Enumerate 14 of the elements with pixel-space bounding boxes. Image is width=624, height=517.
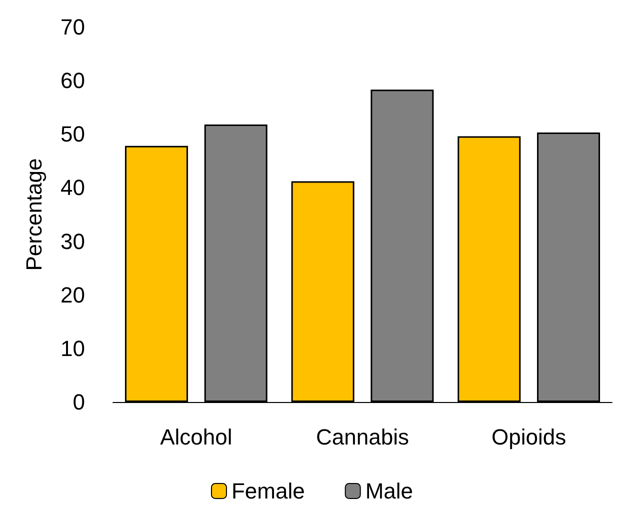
y-tick-label: 30 bbox=[60, 228, 85, 254]
y-tick-label: 50 bbox=[60, 122, 85, 147]
y-tick-label: 60 bbox=[60, 68, 85, 94]
x-tick-label: Alcohol bbox=[160, 424, 232, 450]
y-tick-label: 40 bbox=[60, 175, 85, 200]
y-tick-label: 20 bbox=[60, 282, 85, 308]
x-tick-label: Cannabis bbox=[316, 424, 409, 450]
y-tick-label: 10 bbox=[60, 336, 85, 361]
y-tick-label: 70 bbox=[60, 14, 85, 40]
x-tick-label: Opioids bbox=[492, 424, 566, 450]
y-axis-title: Percentage bbox=[22, 158, 46, 271]
legend-label: Female bbox=[231, 478, 305, 504]
legend-label: Male bbox=[365, 478, 414, 504]
y-tick-label: 0 bbox=[72, 390, 85, 414]
